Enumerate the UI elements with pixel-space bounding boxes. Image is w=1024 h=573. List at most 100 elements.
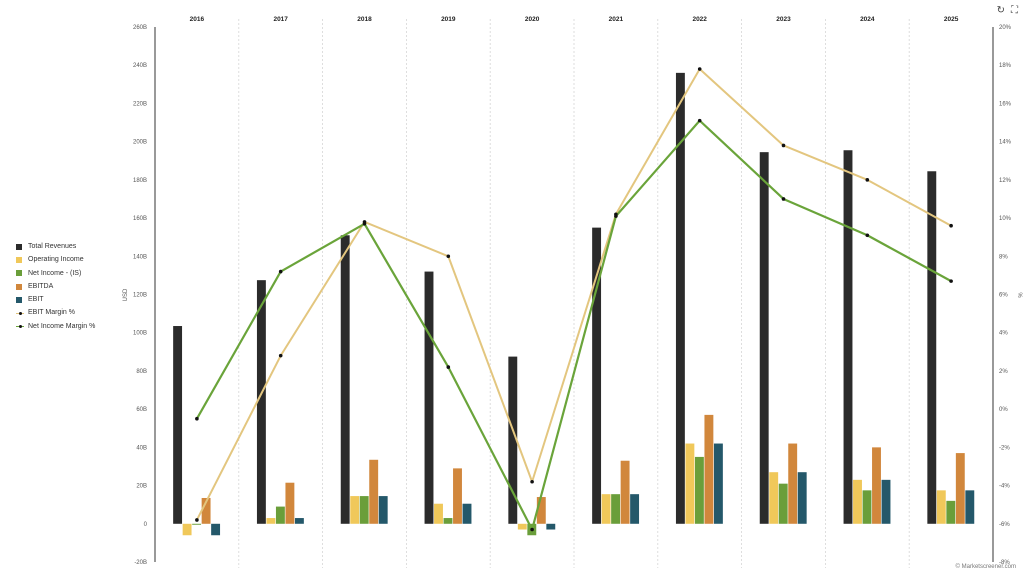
bar-operating-income-2025 xyxy=(936,490,946,524)
y2-tick-label: 20% xyxy=(999,25,1012,31)
bar-net-income-is--2024 xyxy=(862,490,872,524)
legend-item[interactable]: EBIT Margin % xyxy=(16,306,95,319)
category-label: 2016 xyxy=(190,16,205,23)
legend-swatch xyxy=(16,296,22,303)
bar-total-revenues-2017 xyxy=(256,280,266,524)
legend-swatch xyxy=(16,323,24,329)
legend-item[interactable]: Net Income - (IS) xyxy=(16,267,95,280)
y2-tick-label: 4% xyxy=(999,331,1008,337)
y2-tick-label: -6% xyxy=(999,522,1010,528)
y-tick-label: 140B xyxy=(133,254,147,260)
legend-item[interactable]: EBITDA xyxy=(16,280,95,293)
legend-swatch xyxy=(16,310,24,316)
bar-net-income-is--2019 xyxy=(443,518,453,524)
y-tick-label: 0 xyxy=(144,522,148,528)
point-net-income-margin--2020 xyxy=(530,527,534,532)
point-ebit-margin--2019 xyxy=(446,254,451,259)
bar-ebit-2022 xyxy=(713,443,723,524)
bar-total-revenues-2020 xyxy=(508,356,518,524)
bar-total-revenues-2023 xyxy=(759,152,769,524)
bar-ebitda-2019 xyxy=(453,468,462,524)
bar-ebitda-2024 xyxy=(872,447,881,524)
bar-operating-income-2024 xyxy=(853,479,862,524)
legend-swatch xyxy=(16,256,22,263)
point-net-income-margin--2024 xyxy=(865,233,870,238)
bar-net-income-is--2016 xyxy=(192,523,202,525)
legend-label: Net Income - (IS) xyxy=(28,269,82,277)
bar-ebitda-2017 xyxy=(285,482,295,524)
y-tick-label: 100B xyxy=(133,331,147,337)
y-tick-label: 180B xyxy=(133,178,147,184)
y2-tick-label: -2% xyxy=(999,445,1010,451)
chart-legend: Total Revenues Operating Income Net Income… xyxy=(16,240,95,333)
y2-tick-label: -8% xyxy=(999,560,1010,566)
y2-axis-title: % xyxy=(1016,292,1022,298)
category-label: 2024 xyxy=(860,16,875,23)
y-tick-label: -20B xyxy=(134,560,147,566)
y-tick-label: 120B xyxy=(133,293,147,299)
bar-net-income-is--2023 xyxy=(778,483,788,524)
refresh-icon[interactable]: ↻ xyxy=(996,5,1005,16)
category-label: 2021 xyxy=(609,16,624,23)
bar-ebitda-2016 xyxy=(201,497,211,524)
y2-tick-label: 12% xyxy=(999,178,1012,184)
bar-ebitda-2023 xyxy=(788,443,798,524)
category-label: 2020 xyxy=(525,16,540,23)
y2-tick-label: -4% xyxy=(999,484,1010,490)
line-ebit-margin- xyxy=(196,68,952,521)
category-label: 2018 xyxy=(357,16,372,23)
bar-ebit-2020 xyxy=(546,523,556,530)
bar-ebit-2023 xyxy=(797,472,807,524)
legend-label: Net Income Margin % xyxy=(28,322,96,330)
bar-ebitda-2022 xyxy=(704,414,714,524)
chart-toolbar: ↻ ⛶ xyxy=(997,6,1018,16)
bar-ebit-2024 xyxy=(881,479,891,524)
legend-item[interactable]: Net Income Margin % xyxy=(16,320,95,333)
bar-net-income-is--2017 xyxy=(275,506,285,524)
legend-swatch xyxy=(16,283,22,290)
bar-operating-income-2023 xyxy=(769,472,779,524)
point-ebit-margin--2017 xyxy=(278,353,283,358)
bar-net-income-is--2021 xyxy=(611,494,621,524)
legend-label: EBITDA xyxy=(28,282,54,290)
category-label: 2022 xyxy=(692,16,707,23)
y-tick-label: 80B xyxy=(136,369,147,375)
legend-swatch xyxy=(16,270,22,277)
bar-total-revenues-2018 xyxy=(340,235,350,524)
y2-tick-label: 0% xyxy=(999,407,1008,413)
y2-tick-label: 8% xyxy=(999,254,1008,260)
bar-operating-income-2020 xyxy=(517,523,527,530)
bar-total-revenues-2025 xyxy=(927,171,937,524)
bar-ebitda-2020 xyxy=(536,497,546,524)
bar-ebit-2019 xyxy=(462,503,472,524)
point-net-income-margin--2018 xyxy=(362,222,367,226)
line-net-income-margin- xyxy=(195,119,952,531)
bar-operating-income-2019 xyxy=(434,503,443,524)
bar-net-income-is--2022 xyxy=(694,456,704,524)
bar-ebit-2017 xyxy=(294,518,304,524)
point-net-income-margin--2021 xyxy=(614,214,618,218)
y2-tick-label: 18% xyxy=(999,63,1012,69)
bar-ebit-2025 xyxy=(965,490,975,524)
y-tick-label: 60B xyxy=(136,407,147,413)
point-net-income-margin--2017 xyxy=(278,269,283,274)
bar-total-revenues-2021 xyxy=(592,227,602,524)
y2-tick-label: 10% xyxy=(999,216,1012,222)
legend-swatch xyxy=(16,243,22,250)
legend-item[interactable]: EBIT xyxy=(16,293,95,306)
point-ebit-margin--2020 xyxy=(530,479,534,484)
fullscreen-icon[interactable]: ⛶ xyxy=(1011,5,1018,16)
y-tick-label: 20B xyxy=(136,484,147,490)
bar-ebitda-2025 xyxy=(955,453,965,524)
bar-operating-income-2021 xyxy=(601,494,611,524)
source-credit: © Marketscreener.com xyxy=(955,564,1016,570)
bar-operating-income-2017 xyxy=(266,518,276,524)
legend-item[interactable]: Total Revenues xyxy=(16,240,95,253)
bar-total-revenues-2024 xyxy=(843,150,853,524)
bar-ebitda-2018 xyxy=(369,459,379,524)
legend-label: Operating Income xyxy=(28,256,84,264)
point-net-income-margin--2022 xyxy=(697,118,702,123)
category-label: 2023 xyxy=(776,16,791,23)
legend-item[interactable]: Operating Income xyxy=(16,253,95,266)
